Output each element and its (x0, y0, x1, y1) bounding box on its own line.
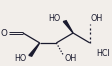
Text: HCl: HCl (96, 49, 110, 58)
Polygon shape (29, 43, 40, 56)
Text: HO: HO (48, 14, 60, 23)
Text: HO: HO (14, 54, 26, 63)
Text: OH: OH (64, 54, 76, 63)
Text: OH: OH (90, 14, 103, 23)
Polygon shape (63, 21, 73, 33)
Text: O: O (0, 29, 7, 37)
